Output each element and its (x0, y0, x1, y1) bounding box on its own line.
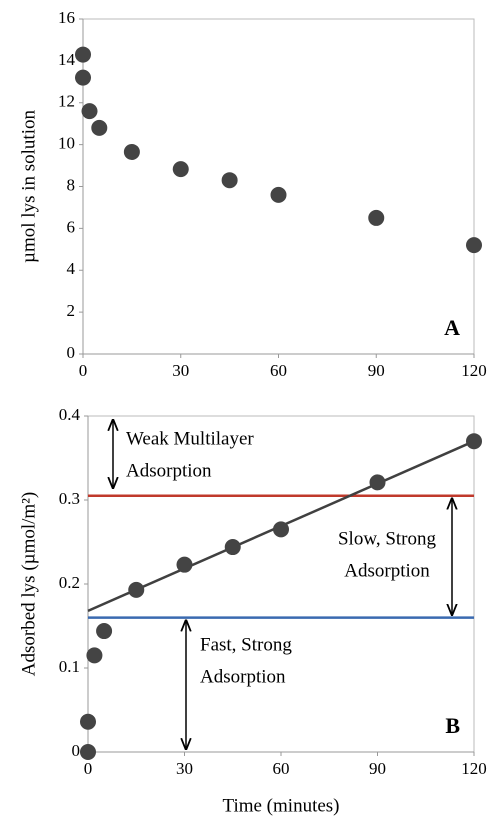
y-tick-label: 2 (67, 301, 76, 320)
data-point (368, 209, 385, 226)
annotation: Adsorption (344, 560, 430, 581)
y-tick-label: 0 (67, 343, 76, 362)
annotation: Weak Multilayer (126, 428, 254, 449)
x-tick-label: 60 (270, 361, 287, 380)
x-tick-label: 30 (176, 759, 193, 778)
data-point (224, 539, 241, 556)
data-point (80, 744, 96, 760)
x-tick-label: 0 (79, 361, 88, 380)
annotation: Slow, Strong (338, 528, 437, 549)
data-point (80, 713, 96, 730)
y-axis-label: µmol lys in solution (18, 110, 39, 263)
data-point (273, 521, 289, 538)
data-point (123, 143, 140, 160)
y-tick-label: 4 (67, 259, 76, 278)
y-tick-label: 14 (58, 50, 76, 69)
data-point (75, 46, 91, 63)
y-tick-label: 0.1 (59, 657, 80, 676)
y-axis-label: Adsorbed lys (µmol/m²) (18, 492, 39, 676)
x-tick-label: 90 (369, 759, 386, 778)
data-point (369, 474, 386, 491)
y-tick-label: 8 (67, 175, 76, 194)
x-tick-label: 120 (461, 361, 487, 380)
y-tick-label: 0.4 (59, 405, 81, 424)
x-tick-label: 0 (84, 759, 93, 778)
annotation: Adsorption (200, 666, 286, 687)
plot-frame (82, 18, 475, 355)
x-tick-label: 90 (368, 361, 385, 380)
panel-label: A (444, 315, 460, 340)
data-point (172, 161, 189, 178)
panel-label: B (445, 713, 460, 738)
data-point (91, 119, 108, 136)
y-tick-label: 10 (58, 134, 75, 153)
data-point (221, 172, 238, 189)
annotation: Adsorption (126, 460, 212, 481)
y-tick-label: 0.3 (59, 489, 80, 508)
y-tick-label: 16 (58, 8, 75, 27)
x-tick-label: 60 (273, 759, 290, 778)
y-tick-label: 12 (58, 92, 75, 111)
data-point (270, 186, 287, 203)
x-tick-label: 120 (461, 759, 487, 778)
data-point (466, 433, 482, 450)
data-point (176, 556, 193, 573)
data-point (86, 647, 103, 664)
x-tick-label: 30 (172, 361, 189, 380)
data-point (75, 69, 91, 86)
y-tick-label: 6 (67, 217, 76, 236)
x-axis-label: Time (minutes) (223, 795, 340, 816)
y-tick-label: 0 (72, 741, 81, 760)
data-point (128, 581, 145, 598)
y-tick-label: 0.2 (59, 573, 80, 592)
data-point (466, 237, 482, 254)
data-point (96, 623, 113, 640)
annotation: Fast, Strong (200, 634, 292, 655)
data-point (81, 103, 98, 120)
